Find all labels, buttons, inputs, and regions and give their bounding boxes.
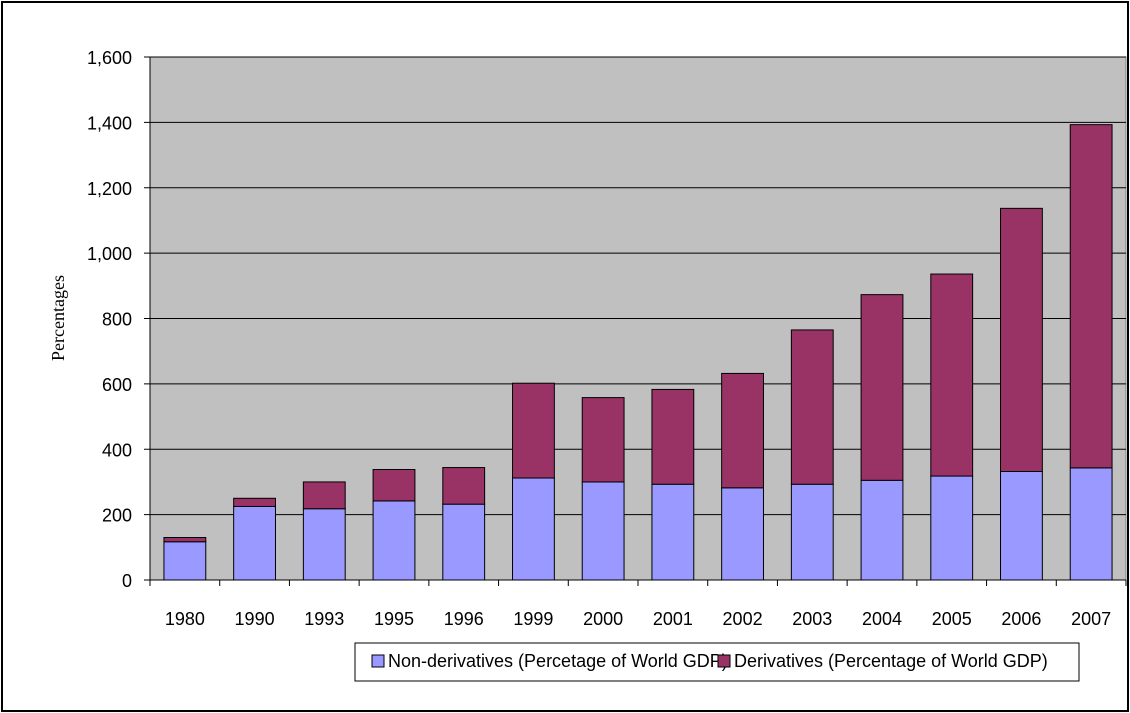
x-tick-label: 1990 [235,609,275,629]
x-tick-label: 1980 [165,609,205,629]
bar-non-derivatives-2007 [1069,467,1113,581]
x-tick-label: 2000 [583,609,623,629]
bar-non-derivatives-2000 [581,481,625,581]
bar-non-derivatives-1999 [512,477,555,581]
bar-derivatives-2006 [1000,207,1043,472]
x-tick-label: 2005 [932,609,972,629]
bar-derivatives-2000 [581,397,625,483]
legend: Non-derivatives (Percetage of World GDP)… [354,642,1080,682]
legend-label-derivatives: Derivatives (Percentage of World GDP) [734,651,1048,671]
x-axis: 1980 1990 1993 1995 1996 1999 2000 2001 2002 2003… [149,579,1127,629]
bar-derivatives-2005 [930,273,974,477]
y-tick-label: 1,400 [87,113,132,133]
bar-derivatives-1999 [512,382,555,479]
y-tick-label: 600 [102,375,132,395]
bar-derivatives-2004 [860,294,904,481]
bar-derivatives-2003 [790,329,834,485]
bar-non-derivatives-2004 [860,479,904,581]
bar-non-derivatives-2001 [651,483,695,581]
bar-derivatives-1990 [233,497,276,507]
y-tick-label: 1,200 [87,179,132,199]
y-tick-label: 400 [102,440,132,460]
bar-non-derivatives-2006 [1000,470,1043,581]
bars [163,124,1113,581]
x-tick-label: 2002 [723,609,763,629]
x-tick-label: 1995 [374,609,414,629]
bar-non-derivatives-1995 [372,500,416,581]
x-tick-label: 1996 [444,609,484,629]
legend-label-non-derivatives: Non-derivatives (Percetage of World GDP) [388,651,728,671]
legend-swatch-non-derivatives [371,654,385,668]
bar-derivatives-2001 [651,388,695,485]
x-tick-label: 2006 [1001,609,1041,629]
bar-non-derivatives-1980 [163,541,207,581]
bar-non-derivatives-2002 [721,487,764,581]
y-tick-label: 1,000 [87,244,132,264]
bar-derivatives-1993 [302,481,346,510]
y-tick-label: 0 [122,571,132,591]
bar-non-derivatives-1993 [302,508,346,581]
bar-derivatives-2002 [721,372,764,489]
y-tick-label: 200 [102,506,132,526]
bar-derivatives-1996 [442,467,486,505]
y-axis-label: Percentages [48,275,68,361]
y-axis: 0 200 400 600 800 1,000 1,200 1,400 1,600 [87,48,151,591]
x-tick-label: 1993 [304,609,344,629]
x-tick-label: 2003 [792,609,832,629]
bar-non-derivatives-1996 [442,503,486,581]
bar-derivatives-1995 [372,469,416,502]
x-tick-label: 2004 [862,609,902,629]
bar-derivatives-1980 [163,537,207,543]
x-tick-label: 1999 [513,609,553,629]
legend-swatch-derivatives [717,654,731,668]
x-tick-label: 2001 [653,609,693,629]
bar-non-derivatives-1990 [233,505,276,581]
bar-non-derivatives-2003 [790,483,834,581]
legend-box [354,642,1080,682]
bar-non-derivatives-2005 [930,475,974,581]
y-tick-label: 1,600 [87,48,132,68]
bar-derivatives-2007 [1069,124,1113,469]
y-tick-label: 800 [102,310,132,330]
x-tick-label: 2007 [1071,609,1111,629]
